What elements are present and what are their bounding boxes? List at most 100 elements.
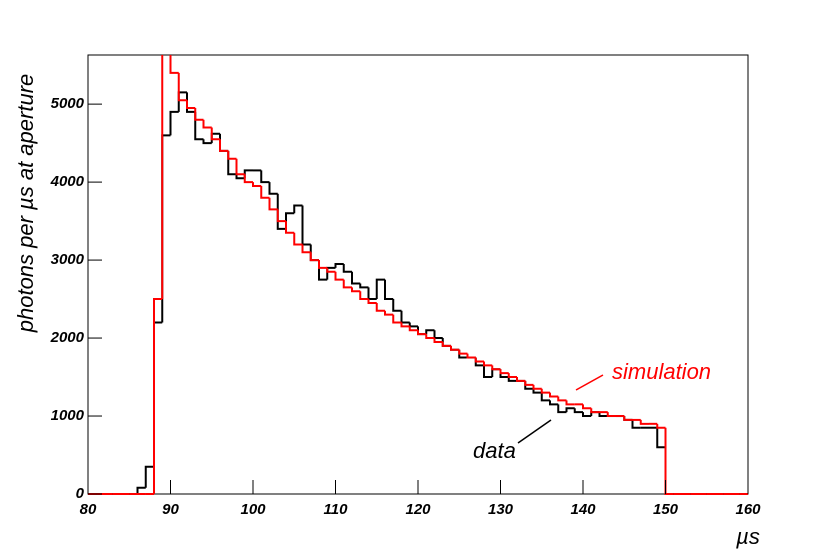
x-tick-label: 110 xyxy=(324,501,349,518)
histogram-bin xyxy=(260,185,270,199)
histogram-bin xyxy=(276,193,286,230)
histogram-bin xyxy=(194,108,204,121)
histogram-bin xyxy=(268,197,278,211)
histogram-bin xyxy=(631,419,641,429)
histogram-bin xyxy=(557,404,567,414)
histogram-bin xyxy=(186,92,196,113)
histogram-bin xyxy=(351,287,361,293)
annotation: simulation xyxy=(612,359,711,384)
histogram-bin xyxy=(136,486,146,494)
histogram-bin xyxy=(384,279,394,301)
histogram-bin xyxy=(318,260,328,269)
histogram-bin xyxy=(318,260,328,281)
histogram-bin xyxy=(582,404,592,410)
histogram-bin xyxy=(400,310,410,324)
histogram-bin xyxy=(664,427,674,495)
histogram-bin xyxy=(458,349,468,355)
histogram-bin xyxy=(177,72,187,102)
histogram-bin xyxy=(549,400,559,406)
histogram-bin xyxy=(483,365,493,379)
histogram-bin xyxy=(202,139,212,145)
histogram-bin xyxy=(359,291,369,301)
x-tick-label: 120 xyxy=(405,501,431,518)
histogram-bin xyxy=(524,380,534,386)
histogram-bin xyxy=(219,139,229,152)
histogram-bin xyxy=(656,427,666,449)
histogram-bin xyxy=(169,55,179,74)
histogram-bin xyxy=(466,353,476,359)
histogram-bin xyxy=(235,174,245,180)
histogram-bin xyxy=(491,368,501,378)
histogram-bin xyxy=(260,170,270,184)
histogram-bin xyxy=(219,133,229,152)
histogram-bin xyxy=(276,209,286,223)
histogram-bin xyxy=(491,365,501,371)
histogram-bin xyxy=(408,326,418,332)
histogram-bin xyxy=(285,212,295,229)
histogram-bin xyxy=(309,252,319,262)
histogram-bin xyxy=(293,232,303,246)
x-tick-label: 130 xyxy=(488,501,514,518)
histogram-bin xyxy=(194,111,204,141)
annotation: data xyxy=(473,438,516,463)
histogram-bin xyxy=(252,182,262,187)
x-tick-label: 150 xyxy=(653,501,679,518)
histogram-bin xyxy=(483,361,493,367)
y-tick-label: 0 xyxy=(76,485,85,502)
histogram-bin xyxy=(507,373,517,379)
y-tick-label: 3000 xyxy=(51,251,85,268)
histogram-bin xyxy=(367,299,377,304)
histogram-bin xyxy=(161,134,171,323)
histogram-bin xyxy=(433,338,443,343)
histogram-bin xyxy=(474,357,484,363)
y-tick-label: 1000 xyxy=(51,407,85,424)
histogram-bin xyxy=(582,412,592,418)
histogram-bin xyxy=(243,174,253,184)
histogram-bin xyxy=(441,341,451,347)
histogram-bin xyxy=(293,204,303,214)
histogram-bin xyxy=(507,377,517,382)
histogram-bin xyxy=(532,388,542,394)
histogram-bin xyxy=(565,407,575,413)
histogram-bin xyxy=(342,263,352,273)
histogram-bin xyxy=(169,110,179,136)
x-tick-label: 90 xyxy=(162,501,179,518)
histogram-bin xyxy=(342,279,352,289)
y-tick-label: 5000 xyxy=(51,95,85,112)
histogram-bin xyxy=(532,384,542,390)
histogram-bin xyxy=(309,244,319,262)
y-tick-label: 2000 xyxy=(50,329,85,346)
histogram-bin xyxy=(235,158,245,176)
plot-area xyxy=(88,55,748,495)
histogram-bin xyxy=(268,182,278,195)
histogram-bin xyxy=(243,169,253,179)
histogram-bin xyxy=(384,310,394,316)
histogram-bin xyxy=(656,423,666,429)
histogram-bin xyxy=(565,400,575,406)
histogram-bin xyxy=(441,338,451,347)
histogram-bin xyxy=(359,283,369,289)
histogram-bin xyxy=(351,271,361,285)
histogram-bin xyxy=(598,412,608,418)
histogram-bin xyxy=(177,91,187,112)
x-tick-label: 160 xyxy=(735,501,761,518)
histogram-bin xyxy=(392,314,402,324)
histogram-bin xyxy=(334,262,344,268)
histogram-bin xyxy=(144,465,154,488)
histogram-bin xyxy=(590,408,600,414)
histogram-bin xyxy=(153,321,163,467)
histogram-bin xyxy=(549,392,559,398)
histogram-bin xyxy=(573,408,583,414)
histogram-bin xyxy=(623,416,633,421)
histogram-bin xyxy=(606,412,616,418)
histogram-bin xyxy=(639,419,649,425)
histogram-bin xyxy=(408,322,418,328)
histogram-bin xyxy=(392,299,402,312)
x-tick-label: 140 xyxy=(570,501,596,518)
histogram-bin xyxy=(375,278,385,300)
annotation-pointer xyxy=(517,419,552,444)
histogram-bin xyxy=(285,221,295,234)
x-tick-label: 80 xyxy=(80,501,97,518)
histogram-bin xyxy=(334,271,344,281)
